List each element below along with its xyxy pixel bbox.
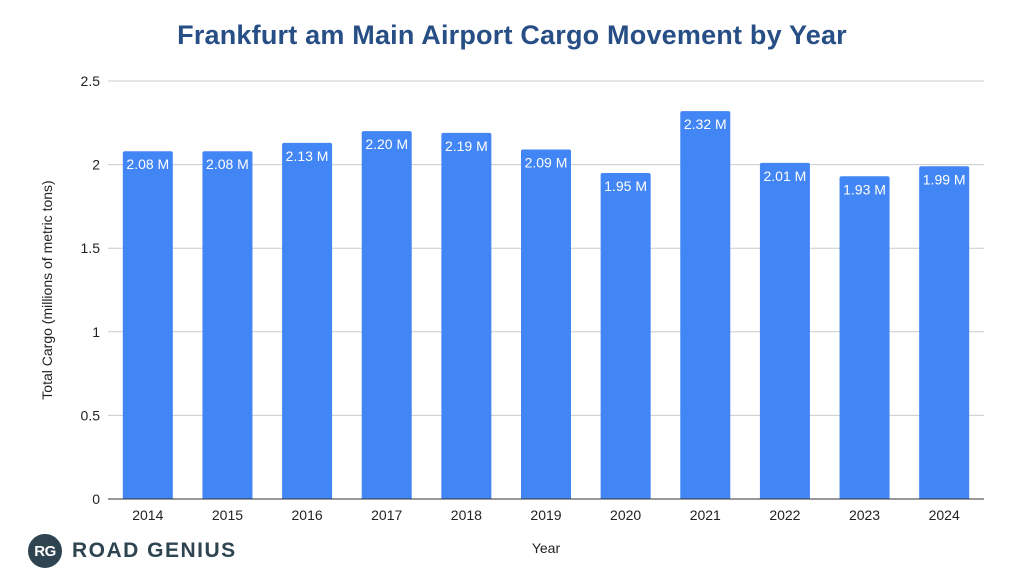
x-tick-label: 2023	[849, 507, 880, 523]
y-tick-label: 2	[92, 157, 100, 173]
x-tick-label: 2020	[610, 507, 641, 523]
y-tick-label: 0.5	[81, 407, 101, 423]
data-label: 1.95 M	[604, 178, 647, 194]
bar-2014	[122, 151, 173, 499]
bar-2019	[521, 149, 571, 499]
x-tick-label: 2022	[769, 507, 800, 523]
data-label: 2.13 M	[286, 148, 329, 164]
data-label: 2.20 M	[365, 136, 408, 152]
x-axis-label: Year	[532, 540, 561, 556]
y-axis-ticks: 0 0.5 1 1.5 2 2.5	[81, 73, 101, 507]
rg-badge-icon: RG	[28, 534, 62, 568]
bar-2017	[361, 131, 412, 499]
y-tick-label: 0	[92, 491, 100, 507]
x-tick-label: 2014	[132, 507, 163, 523]
y-tick-label: 1.5	[81, 240, 101, 256]
data-label: 2.08 M	[126, 156, 169, 172]
x-tick-label: 2017	[371, 507, 402, 523]
data-labels: 2.08 M 2.08 M 2.13 M 2.20 M 2.19 M 2.09 M 1.95…	[126, 116, 965, 197]
y-axis-label: Total Cargo (millions of metric tons)	[39, 180, 55, 399]
bar-2018	[441, 132, 492, 499]
x-tick-label: 2019	[530, 507, 561, 523]
data-label: 2.09 M	[525, 155, 568, 171]
bar-2020	[600, 172, 651, 499]
x-tick-label: 2015	[212, 507, 243, 523]
x-tick-label: 2024	[929, 507, 960, 523]
x-tick-label: 2016	[292, 507, 323, 523]
bar-2024	[919, 166, 970, 499]
chart-title: Frankfurt am Main Airport Cargo Movement…	[177, 20, 847, 50]
x-tick-label: 2021	[690, 507, 721, 523]
bar-2021	[680, 111, 731, 499]
data-label: 2.19 M	[445, 138, 488, 154]
data-label: 2.32 M	[684, 116, 727, 132]
data-label: 2.01 M	[764, 168, 807, 184]
x-axis-ticks: 2014 2015 2016 2017 2018 2019 2020 2021 2022 2023…	[132, 507, 960, 523]
data-label: 1.93 M	[843, 181, 886, 197]
data-label: 1.99 M	[923, 171, 966, 187]
bar-2016	[282, 142, 333, 499]
road-genius-logo: RG ROAD GENIUS	[28, 534, 237, 568]
logo-text: ROAD GENIUS	[72, 539, 237, 562]
y-tick-label: 2.5	[81, 73, 101, 89]
bars	[122, 111, 970, 500]
bar-2023	[839, 176, 890, 499]
data-label: 2.08 M	[206, 156, 249, 172]
bar-2022	[759, 162, 810, 500]
bar-2015	[202, 151, 253, 499]
y-tick-label: 1	[92, 324, 100, 340]
x-tick-label: 2018	[451, 507, 482, 523]
